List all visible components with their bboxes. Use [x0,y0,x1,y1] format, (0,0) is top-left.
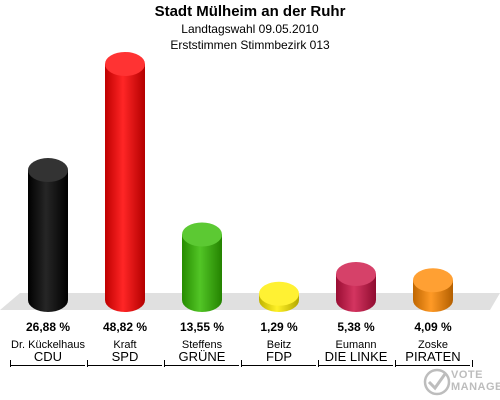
vote-manager-wordmark: VOTEMANAGER [451,369,500,393]
category-underline [319,365,393,366]
candidate-name: Beitz [266,339,292,351]
category-separator [164,360,165,367]
category-separator [87,360,88,367]
party-label: GRÜNE [178,349,226,364]
category-separator [10,360,11,367]
category-underline [396,365,470,366]
bar-die-linke [336,261,376,312]
candidate-name: Steffens [181,339,223,351]
chart-subtitle-election: Landtagswahl 09.05.2010 [181,22,319,36]
chart-subtitle-district: Erststimmen Stimmbezirk 013 [170,38,330,52]
value-label: 13,55 % [179,320,225,334]
candidate-name: Eumann [335,339,377,351]
bar-fdp [259,281,299,312]
category-underline [88,365,162,366]
bar-cdu [28,158,68,312]
value-label: 1,29 % [260,320,298,334]
chart-title: Stadt Mülheim an der Ruhr [154,3,346,20]
candidate-name: Kraft [113,339,137,351]
party-label: FDP [266,349,292,364]
value-label: 26,88 % [25,320,71,334]
vote-manager-logo [423,368,451,396]
party-label: SPD [111,349,139,364]
bar-spd [105,52,145,312]
category-separator [472,360,473,367]
category-separator [395,360,396,367]
value-label: 48,82 % [102,320,148,334]
value-label: 4,09 % [414,320,452,334]
party-label: PIRATEN [405,349,461,364]
category-underline [165,365,239,366]
bar-piraten [413,268,453,312]
party-label: DIE LINKE [324,349,388,364]
category-separator [241,360,242,367]
value-label: 5,38 % [337,320,375,334]
category-underline [242,365,316,366]
candidate-name: Dr. Kückelhaus [11,339,85,351]
category-underline [11,365,85,366]
category-separator [318,360,319,367]
candidate-name: Zoske [418,339,448,351]
party-label: CDU [33,349,63,364]
bar-grüne [182,222,222,312]
